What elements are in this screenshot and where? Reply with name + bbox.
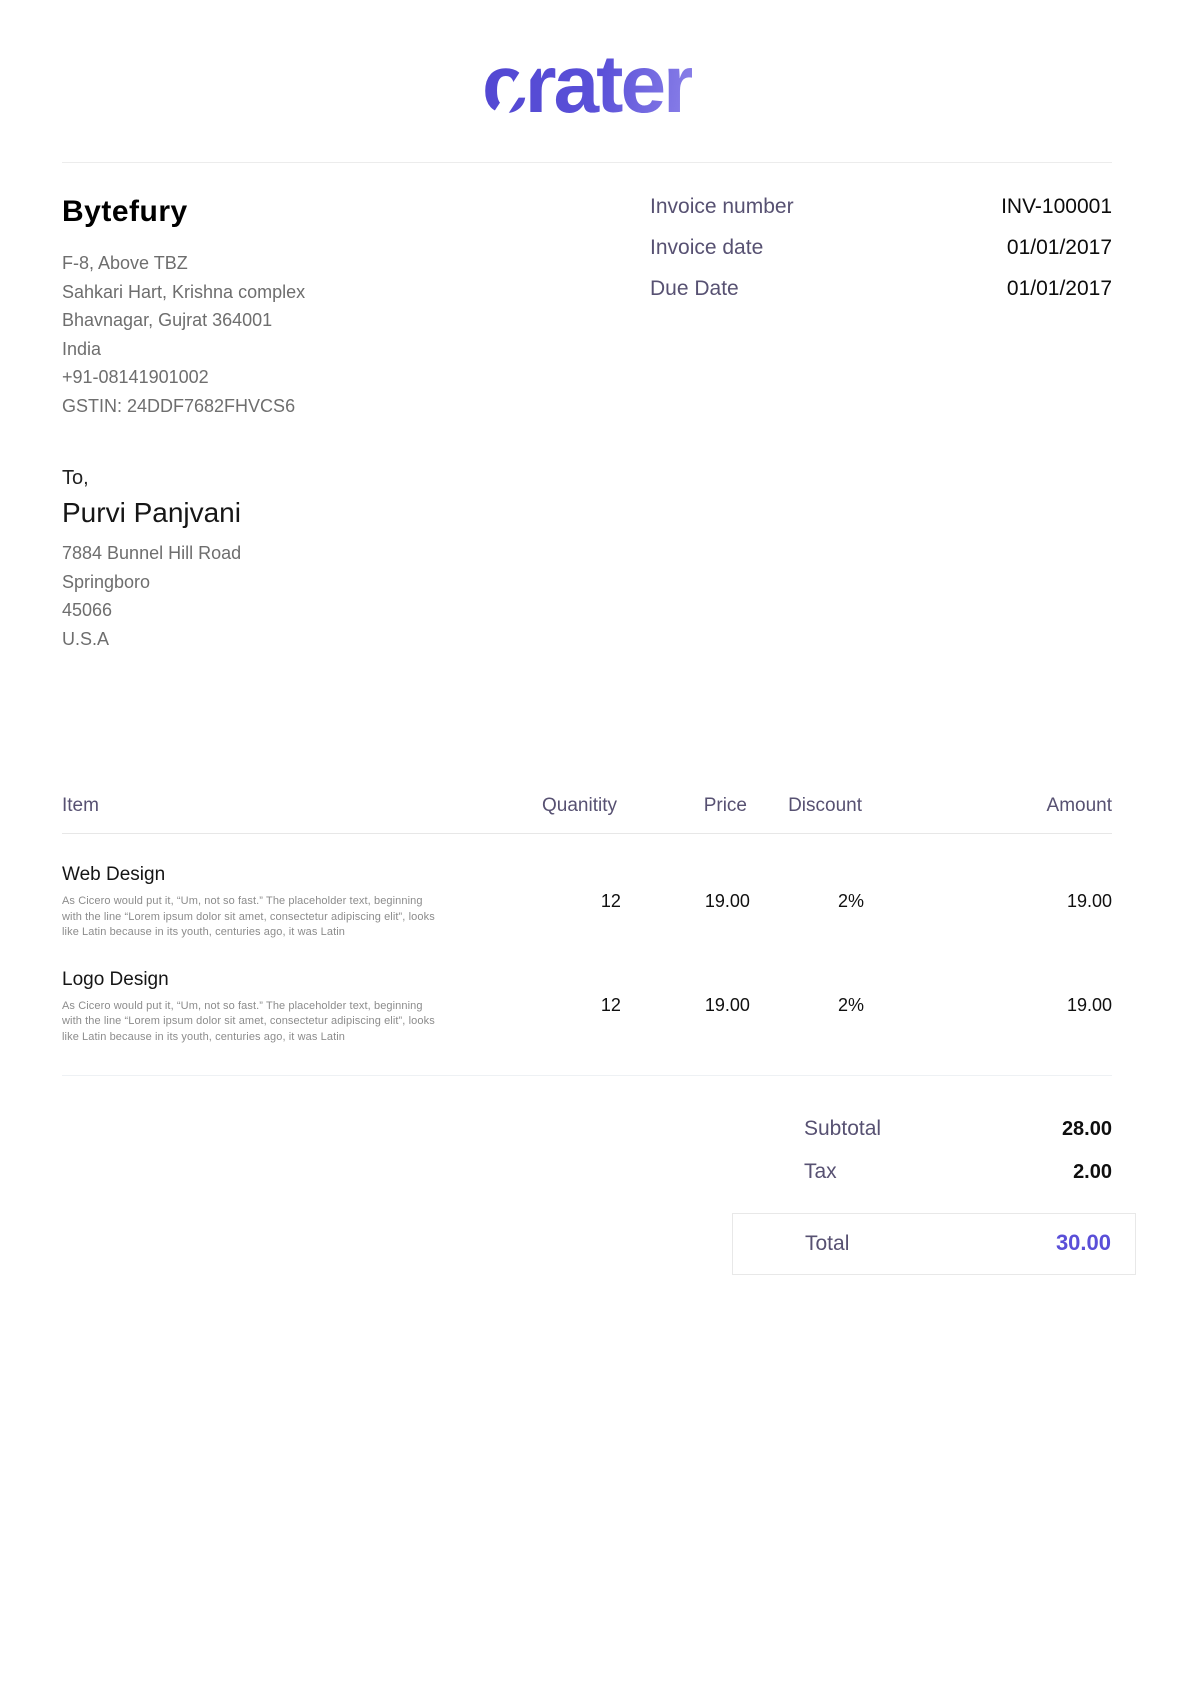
item-discount: 2% <box>837 995 864 1016</box>
invoice-date-label: Invoice date <box>650 236 764 259</box>
item-description: As Cicero would put it, “Um, not so fast… <box>62 895 435 938</box>
company-address-line: Sahkari Hart, Krishna complex <box>62 281 306 302</box>
company-gstin: GSTIN: 24DDF7682FHVCS6 <box>62 395 296 416</box>
company-address-line: F-8, Above TBZ <box>62 253 188 273</box>
due-date-value: 01/01/2017 <box>1006 277 1112 300</box>
tax-value: 2.00 <box>1073 1161 1112 1183</box>
bill-to-block: To, Purvi Panjvani 7884 Bunnel Hill Road… <box>62 465 1112 653</box>
customer-address-line: Springboro <box>62 571 151 592</box>
items-table: Item Quanitity Price Discount Amount Web… <box>62 795 1112 1076</box>
header-discount: Discount <box>788 795 862 816</box>
item-cell: Logo Design As Cicero would put it, “Um,… <box>62 967 482 1046</box>
invoice-meta-block: Invoice number INV-100001 Invoice date 0… <box>650 195 1112 420</box>
bill-to-prefix: To, <box>62 467 89 489</box>
total-box: Total 30.00 <box>732 1213 1136 1275</box>
invoice-date-value: 01/01/2017 <box>1006 236 1112 259</box>
item-price: 19.00 <box>704 890 750 911</box>
item-discount: 2% <box>837 890 864 911</box>
items-table-header: Item Quanitity Price Discount Amount <box>62 795 1112 834</box>
company-phone: +91-08141901002 <box>62 367 209 387</box>
crater-logo: crater <box>482 40 695 132</box>
header-quantity: Quanitity <box>542 795 617 816</box>
subtotal-label: Subtotal <box>804 1117 882 1140</box>
item-amount: 19.00 <box>1066 995 1112 1016</box>
invoice-number-row: Invoice number INV-100001 <box>650 195 1112 236</box>
customer-address-line: 7884 Bunnel Hill Road <box>62 543 242 563</box>
tax-row: Tax 2.00 <box>732 1159 1136 1185</box>
logo-row: crater <box>62 40 1112 162</box>
header-amount: Amount <box>1046 795 1112 816</box>
header-price: Price <box>703 795 747 816</box>
subtotal-value: 28.00 <box>1061 1118 1112 1140</box>
item-name: Logo Design <box>62 968 169 990</box>
subtotal-row: Subtotal 28.00 <box>732 1116 1136 1142</box>
item-quantity: 12 <box>600 890 621 911</box>
company-address-line: Bhavnagar, Gujrat 364001 <box>62 310 273 330</box>
invoice-number-value: INV-100001 <box>1001 195 1112 218</box>
totals-section: Subtotal 28.00 Tax 2.00 Total 30.00 <box>62 1116 1136 1275</box>
customer-name: Purvi Panjvani <box>62 497 241 528</box>
company-name: Bytefury <box>62 195 188 228</box>
info-section: Bytefury F-8, Above TBZ Sahkari Hart, Kr… <box>62 195 1112 420</box>
total-value: 30.00 <box>1055 1230 1111 1255</box>
customer-address-line: U.S.A <box>62 628 110 649</box>
item-price: 19.00 <box>704 995 750 1016</box>
header-item: Item <box>62 795 99 816</box>
invoice-number-label: Invoice number <box>650 195 794 218</box>
customer-address-line: 45066 <box>62 600 113 620</box>
item-cell: Web Design As Cicero would put it, “Um, … <box>62 862 482 941</box>
item-amount: 19.00 <box>1066 890 1112 911</box>
item-quantity: 12 <box>600 995 621 1016</box>
invoice-date-row: Invoice date 01/01/2017 <box>650 236 1112 277</box>
item-description: As Cicero would put it, “Um, not so fast… <box>62 999 435 1043</box>
due-date-label: Due Date <box>650 277 739 300</box>
header-divider <box>62 162 1112 163</box>
total-label: Total <box>805 1232 850 1255</box>
table-end-divider <box>62 1075 1112 1076</box>
company-address-line: India <box>62 338 102 359</box>
item-name: Web Design <box>62 864 166 885</box>
table-row: Logo Design As Cicero would put it, “Um,… <box>62 967 1112 1046</box>
company-block: Bytefury F-8, Above TBZ Sahkari Hart, Kr… <box>62 195 305 420</box>
due-date-row: Due Date 01/01/2017 <box>650 277 1112 318</box>
tax-label: Tax <box>804 1160 837 1183</box>
table-row: Web Design As Cicero would put it, “Um, … <box>62 862 1112 941</box>
